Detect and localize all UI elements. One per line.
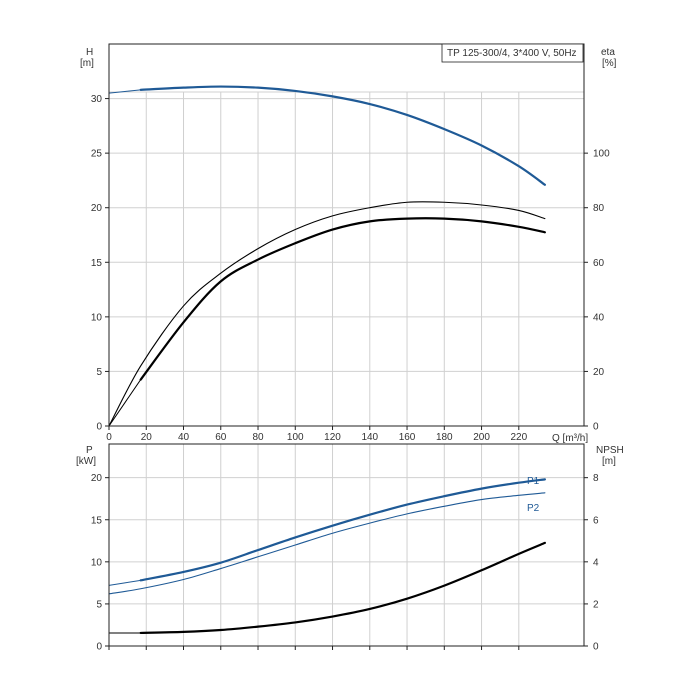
head-efficiency-left-tick-label-15: 15 <box>91 258 103 269</box>
power-npsh-left-tick-label-5: 5 <box>96 599 102 610</box>
power-npsh-right-tick-label-2: 2 <box>593 599 599 610</box>
head-efficiency-x-tick-label-140: 140 <box>361 432 378 443</box>
head-efficiency-right-tick-label-40: 40 <box>593 312 605 323</box>
head-axis-label: H <box>86 47 93 58</box>
head-efficiency-x-tick-label-100: 100 <box>287 432 304 443</box>
npsh-axis-unit: [m] <box>602 456 616 467</box>
head-axis-unit: [m] <box>80 58 94 69</box>
power-npsh-right-tick-label-6: 6 <box>593 515 599 526</box>
head-efficiency-x-tick-label-0: 0 <box>106 432 112 443</box>
power-npsh-left-tick-label-20: 20 <box>91 473 103 484</box>
head-efficiency-eta-total-extension-curve-4 <box>108 379 142 427</box>
power-npsh-grid <box>109 444 584 646</box>
power-npsh-npsh-curve-3 <box>139 541 546 635</box>
head-efficiency-x-tick-label-40: 40 <box>178 432 190 443</box>
head-efficiency-head-extension-curve-1 <box>108 89 142 94</box>
power-npsh-panel: 0 5 10 15 20 0 2 4 6 8 P [kW] NPSH [m] P1 P2 <box>76 443 624 653</box>
power-axis-unit: [kW] <box>76 456 96 467</box>
npsh-axis-label: NPSH <box>596 445 624 456</box>
chart-title: TP 125-300/4, 3*400 V, 50Hz <box>447 48 577 59</box>
head-efficiency-left-tick-label-30: 30 <box>91 94 103 105</box>
head-efficiency-plot-frame <box>108 43 585 427</box>
power-npsh-power-extension-curve-1 <box>108 579 142 586</box>
flow-axis-label: Q [m³/h] <box>552 433 588 444</box>
power-npsh-right-tick-label-4: 4 <box>593 557 599 568</box>
head-efficiency-right-tick-label-60: 60 <box>593 258 605 269</box>
head-efficiency-x-tick-label-180: 180 <box>436 432 453 443</box>
head-efficiency-right-tick-label-80: 80 <box>593 203 605 214</box>
head-efficiency-ticks: 0 5 10 15 20 25 30 0 20 40 60 80 100 0 20 40 60 80 100 120 1… <box>91 94 610 443</box>
head-efficiency-head-curve-0 <box>139 85 546 186</box>
head-efficiency-left-tick-label-10: 10 <box>91 312 103 323</box>
head-efficiency-left-tick-label-25: 25 <box>91 149 103 160</box>
head-efficiency-x-tick-label-220: 220 <box>510 432 527 443</box>
power-npsh-left-tick-label-0: 0 <box>96 642 102 653</box>
head-efficiency-series <box>108 85 546 427</box>
power-npsh-left-tick-label-10: 10 <box>91 557 103 568</box>
series-label-p2: P2 <box>527 503 540 514</box>
head-efficiency-left-tick-label-20: 20 <box>91 203 103 214</box>
power-npsh-power-curve-0 <box>139 478 546 582</box>
power-npsh-power-curve-2 <box>108 492 546 595</box>
title-box <box>441 43 584 63</box>
head-efficiency-eta-total-curve-3 <box>139 217 546 381</box>
head-efficiency-x-tick-label-120: 120 <box>324 432 341 443</box>
eta-axis-label: eta <box>601 47 615 58</box>
power-npsh-right-tick-label-8: 8 <box>593 473 599 484</box>
head-efficiency-x-tick-label-160: 160 <box>399 432 416 443</box>
head-efficiency-panel: 0 5 10 15 20 25 30 0 20 40 60 80 100 0 20 40 60 80 100 120 1… <box>80 43 617 444</box>
head-efficiency-x-tick-label-80: 80 <box>252 432 264 443</box>
power-npsh-right-tick-label-0: 0 <box>593 642 599 653</box>
power-axis-label: P <box>86 445 93 456</box>
head-efficiency-x-tick-label-60: 60 <box>215 432 227 443</box>
head-efficiency-right-tick-label-100: 100 <box>593 149 610 160</box>
eta-axis-unit: [%] <box>602 58 617 69</box>
head-efficiency-eta-pump-curve-2 <box>108 201 546 427</box>
head-efficiency-right-tick-label-0: 0 <box>593 422 599 433</box>
head-efficiency-left-tick-label-0: 0 <box>96 422 102 433</box>
head-efficiency-left-tick-label-5: 5 <box>96 367 102 378</box>
series-label-p1: P1 <box>527 476 540 487</box>
power-npsh-plot-frame <box>108 443 585 647</box>
power-npsh-ticks: 0 5 10 15 20 0 2 4 6 8 <box>91 473 599 652</box>
power-npsh-left-tick-label-15: 15 <box>91 515 103 526</box>
head-efficiency-right-tick-label-20: 20 <box>593 367 605 378</box>
power-npsh-series <box>108 478 546 635</box>
head-efficiency-x-tick-label-20: 20 <box>141 432 153 443</box>
head-efficiency-x-tick-label-200: 200 <box>473 432 490 443</box>
